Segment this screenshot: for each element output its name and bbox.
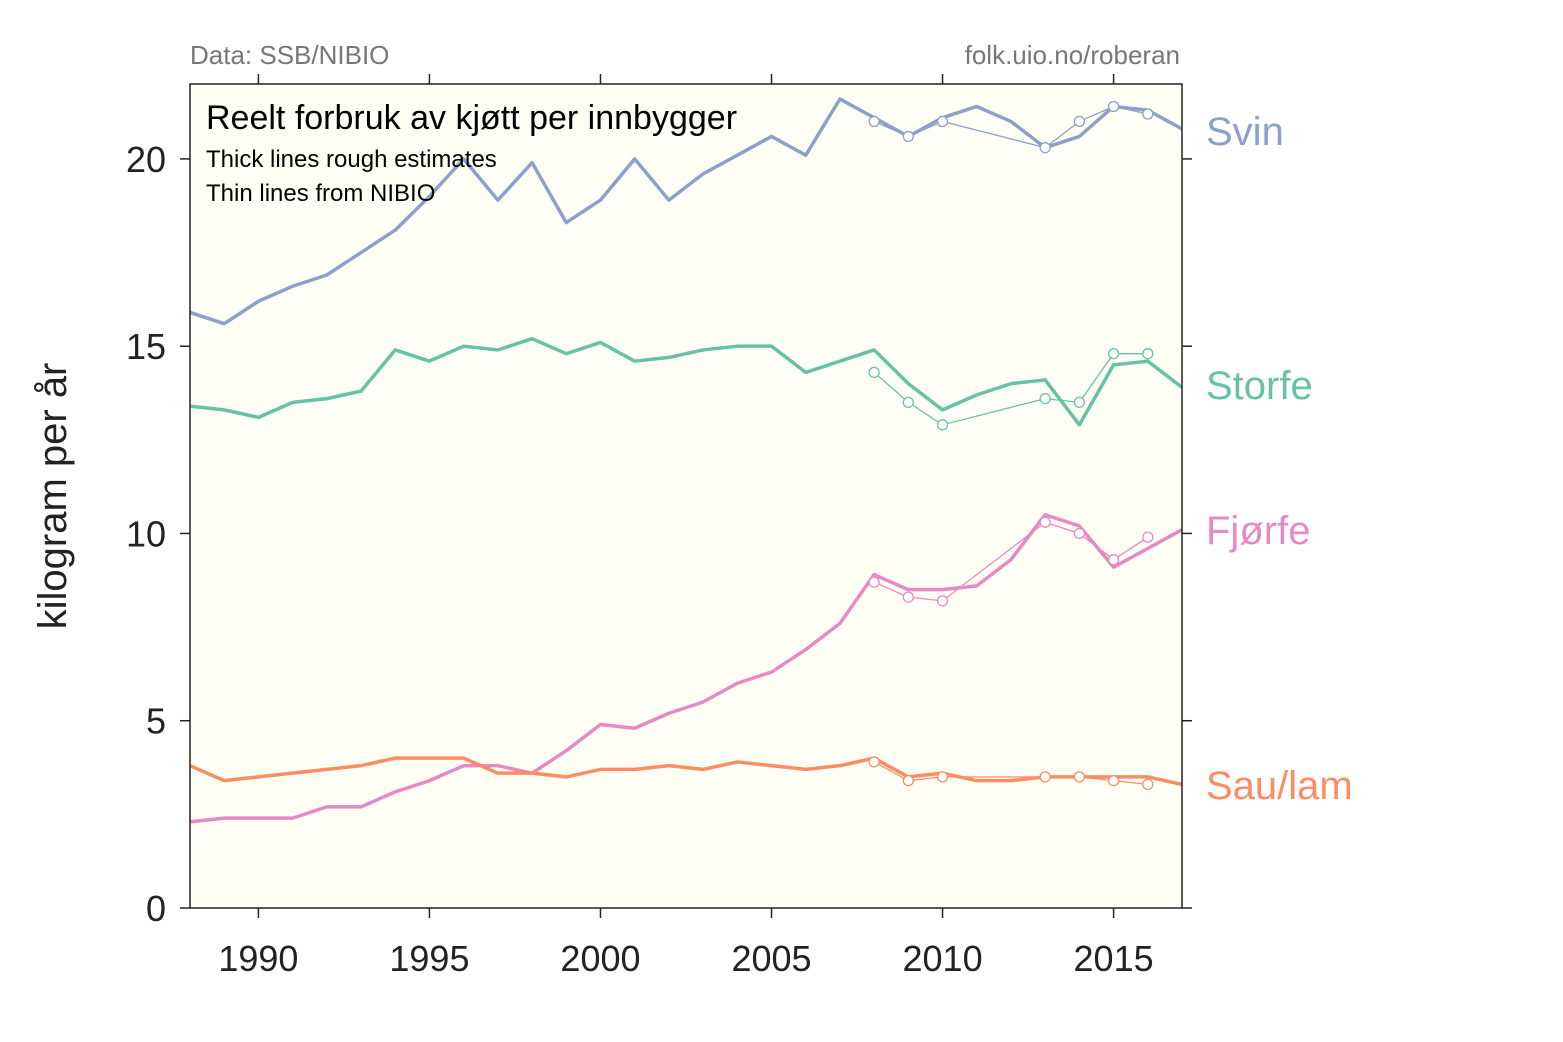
x-tick-label: 1995 xyxy=(389,938,469,979)
website-label: folk.uio.no/roberan xyxy=(965,40,1180,70)
y-tick-label: 5 xyxy=(146,701,166,742)
series-line-fj-rfe-estimate xyxy=(189,512,1183,824)
series-lines xyxy=(189,97,1184,824)
y-tick-label: 15 xyxy=(126,326,166,367)
series-label-sau-lam: Sau/lam xyxy=(1206,764,1353,808)
data-point-fj-rfe xyxy=(868,576,880,588)
data-point-sau-lam xyxy=(1107,775,1120,787)
data-point-svin xyxy=(936,115,949,128)
x-tick-label: 2000 xyxy=(560,938,640,979)
data-point-storfe xyxy=(1107,348,1120,360)
series-labels: Svin Storfe Fjørfe Sau/lam xyxy=(1206,110,1353,808)
chart-subtitle-line: Thin lines from NIBIO xyxy=(206,180,435,207)
x-tick-label: 2015 xyxy=(1074,938,1154,979)
chart-subtitle-line: Thick lines rough estimates xyxy=(206,146,497,173)
data-point-storfe xyxy=(902,396,914,409)
y-axis-label: kilogram per år xyxy=(31,363,75,630)
plot-frame xyxy=(189,83,1183,909)
data-point-storfe xyxy=(868,366,880,379)
data-point-svin xyxy=(1107,100,1120,113)
plot-area xyxy=(190,84,1182,908)
data-point-svin xyxy=(868,115,880,128)
axis-ticks: 1990 1995 2000 2005 2010 2015 0 5 10 15 20 xyxy=(126,74,1192,979)
data-point-storfe xyxy=(936,419,949,431)
data-point-sau-lam xyxy=(868,756,880,768)
data-point-sau-lam xyxy=(1142,778,1154,791)
data-point-fj-rfe xyxy=(1142,531,1154,543)
data-point-sau-lam xyxy=(1073,771,1086,783)
y-tick-label: 20 xyxy=(126,139,166,180)
data-point-storfe xyxy=(1142,348,1154,360)
chart-title: Reelt forbruk av kjøtt per innbygger xyxy=(206,99,737,137)
data-point-svin xyxy=(1073,115,1086,128)
series-label-fj-rfe: Fjørfe xyxy=(1206,509,1310,553)
x-tick-label: 2010 xyxy=(903,938,983,979)
series-line-svin-estimate xyxy=(189,97,1183,326)
y-tick-label: 0 xyxy=(146,888,166,929)
data-point-sau-lam xyxy=(1039,771,1051,783)
y-tick-label: 10 xyxy=(126,513,166,554)
source-label: Data: SSB/NIBIO xyxy=(190,40,389,70)
data-point-storfe xyxy=(1039,392,1051,405)
x-tick-label: 1990 xyxy=(218,938,298,979)
data-point-svin xyxy=(1142,108,1154,120)
data-point-svin xyxy=(902,130,914,143)
data-point-storfe xyxy=(1073,396,1086,409)
data-point-fj-rfe xyxy=(1107,554,1120,566)
series-label-svin: Svin xyxy=(1206,110,1284,154)
data-point-svin xyxy=(1039,142,1051,154)
series-label-storfe: Storfe xyxy=(1206,364,1313,408)
data-point-fj-rfe xyxy=(1073,527,1086,540)
series-line-sau-lam-estimate xyxy=(189,756,1183,787)
data-point-fj-rfe xyxy=(936,595,949,607)
data-point-fj-rfe xyxy=(1039,516,1051,528)
series-line-storfe-estimate xyxy=(189,336,1184,427)
data-point-sau-lam xyxy=(902,775,914,787)
x-tick-label: 2005 xyxy=(731,938,811,979)
data-point-fj-rfe xyxy=(902,591,914,603)
data-point-sau-lam xyxy=(936,771,949,783)
